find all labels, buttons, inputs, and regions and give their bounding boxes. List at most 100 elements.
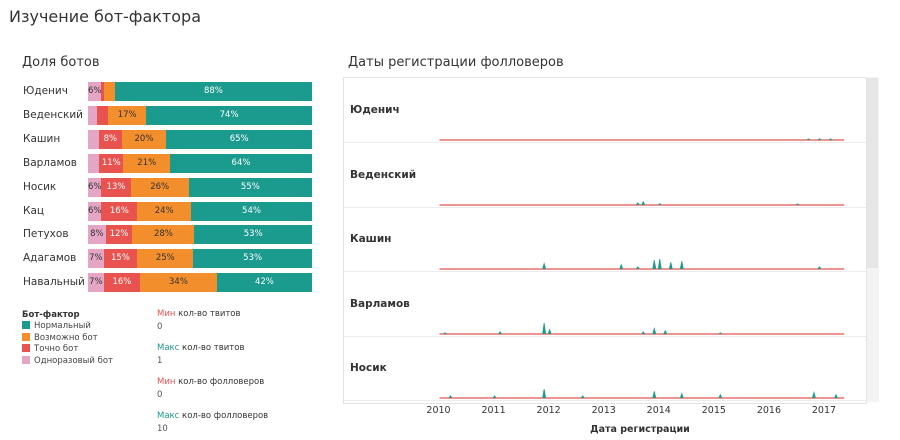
bar-segment[interactable]: 64% xyxy=(170,153,312,173)
legend-item[interactable]: Нормальный xyxy=(22,321,91,332)
filter-label: Мин кол-во твитов xyxy=(157,309,241,319)
series-spike xyxy=(492,395,497,399)
filter-value[interactable]: 10 xyxy=(157,424,168,434)
legend-item[interactable]: Возможно бот xyxy=(22,332,98,344)
legend-swatch xyxy=(22,344,30,353)
bar-segment[interactable]: 8% xyxy=(99,129,122,149)
bar-segment[interactable]: 20% xyxy=(121,129,167,149)
series-spike xyxy=(657,259,662,270)
bar-segment[interactable] xyxy=(88,129,100,149)
bar-segment[interactable]: 13% xyxy=(101,177,131,197)
bar-row[interactable]: 8% 12% 28% 53% xyxy=(88,225,312,245)
bar-segment[interactable]: 26% xyxy=(130,177,189,197)
bar-segment[interactable]: 12% xyxy=(105,225,133,245)
bar-segment[interactable]: 74% xyxy=(146,105,312,125)
bar-segment[interactable]: 15% xyxy=(103,249,138,269)
filter-prefix: Макс xyxy=(157,411,180,421)
bar-segment[interactable]: 34% xyxy=(140,273,217,293)
bar-segment[interactable]: 54% xyxy=(191,201,312,221)
bar-row[interactable]: 7% 16% 34% 42% xyxy=(88,273,312,293)
registration-dates-title: Даты регистрации фолловеров xyxy=(348,55,564,70)
legend-swatch xyxy=(22,356,30,365)
bar-segment[interactable]: 21% xyxy=(123,153,171,173)
bar-row[interactable]: 11% 21% 64% xyxy=(88,153,312,173)
bar-segment[interactable]: 6% xyxy=(88,82,102,101)
bar-segment[interactable]: 8% xyxy=(88,225,106,245)
bar-segment[interactable]: 7% xyxy=(88,249,104,269)
series-spike xyxy=(652,326,657,334)
bar-segment[interactable]: 88% xyxy=(114,82,312,101)
bar-segment[interactable]: 16% xyxy=(103,273,141,293)
filter-value[interactable]: 0 xyxy=(157,322,163,332)
bar-segment[interactable]: 53% xyxy=(193,249,312,269)
series-spike xyxy=(812,390,816,399)
bar-row[interactable]: 6% 13% 26% 55% xyxy=(88,177,312,197)
x-tick-label: 2015 xyxy=(701,405,726,416)
filter-label: Мин кол-во фолловеров xyxy=(157,377,264,387)
bar-segment[interactable] xyxy=(103,82,115,101)
row-label: Навальный xyxy=(23,276,85,289)
facet-plot xyxy=(439,138,845,141)
filter-value[interactable]: 0 xyxy=(157,390,163,400)
series-spike xyxy=(679,261,684,270)
bar-row[interactable]: 17% 74% xyxy=(88,105,312,125)
series-spike xyxy=(652,391,657,399)
bar-segment[interactable]: 16% xyxy=(101,201,138,221)
bar-segment[interactable]: 25% xyxy=(137,249,194,269)
x-tick-label: 2017 xyxy=(811,405,837,416)
legend-label: Возможно бот xyxy=(34,332,98,343)
bar-row[interactable]: 6% 16% 24% 54% xyxy=(88,201,312,221)
bar-segment[interactable]: 7% xyxy=(88,273,104,293)
bar-segment[interactable]: 17% xyxy=(108,105,147,125)
row-label: Юденич xyxy=(23,85,68,97)
registration-dates-chart[interactable]: Юденич Веденский Кашин Варламов Носик xyxy=(343,77,867,404)
series-spike xyxy=(652,260,657,270)
bar-segment[interactable]: 53% xyxy=(194,225,312,245)
facet-pane: Кашин xyxy=(344,207,866,272)
bar-segment[interactable] xyxy=(101,82,104,101)
bar-segment[interactable]: 11% xyxy=(99,153,124,173)
legend-label: Одноразовый бот xyxy=(34,356,113,367)
bar-segment[interactable]: 6% xyxy=(88,177,102,197)
facet-pane: Варламов xyxy=(344,272,866,337)
filter-prefix: Мин xyxy=(157,309,176,319)
series-spike xyxy=(663,329,668,334)
facet-plot xyxy=(439,322,845,335)
bar-row[interactable]: 6% 88% xyxy=(88,82,312,101)
bar-row[interactable]: 8% 20% 65% xyxy=(88,129,312,149)
series-spike xyxy=(817,138,822,141)
bar-segment[interactable]: 6% xyxy=(88,201,102,221)
bar-segment[interactable]: 42% xyxy=(216,273,312,293)
facet-plot xyxy=(439,200,845,206)
bar-row[interactable]: 7% 15% 25% 53% xyxy=(88,249,312,269)
series-spike xyxy=(547,327,552,334)
x-tick-label: 2016 xyxy=(756,405,781,416)
legend-item[interactable]: Одноразовый бот xyxy=(22,356,113,367)
series-spike xyxy=(834,393,838,399)
bar-segment[interactable] xyxy=(88,153,100,173)
series-spike xyxy=(635,201,640,205)
facet-label: Носик xyxy=(350,362,387,374)
filter-prefix: Мин xyxy=(157,377,176,387)
facet-plot xyxy=(439,259,845,270)
bar-segment[interactable] xyxy=(96,105,109,125)
series-spike xyxy=(817,266,822,270)
x-tick-label: 2010 xyxy=(426,405,451,416)
row-label: Варламов xyxy=(23,156,77,169)
bar-segment[interactable]: 28% xyxy=(132,225,195,245)
series-spike xyxy=(641,200,646,205)
scrollbar-thumb[interactable] xyxy=(867,78,878,268)
filter-label: Макс кол-во фолловеров xyxy=(157,411,268,421)
facet-plot xyxy=(439,389,845,399)
bar-segment[interactable]: 55% xyxy=(188,177,312,197)
row-label: Кац xyxy=(23,204,45,217)
series-spike xyxy=(828,138,833,141)
row-label: Кашин xyxy=(23,132,61,145)
filter-value[interactable]: 1 xyxy=(157,356,163,366)
bar-segment[interactable]: 24% xyxy=(137,201,192,221)
bar-segment[interactable] xyxy=(88,105,97,125)
legend-item[interactable]: Точно бот xyxy=(22,344,78,355)
row-label: Адагамов xyxy=(23,252,77,265)
facet-pane: Веденский xyxy=(344,143,866,208)
bar-segment[interactable]: 65% xyxy=(166,129,312,149)
